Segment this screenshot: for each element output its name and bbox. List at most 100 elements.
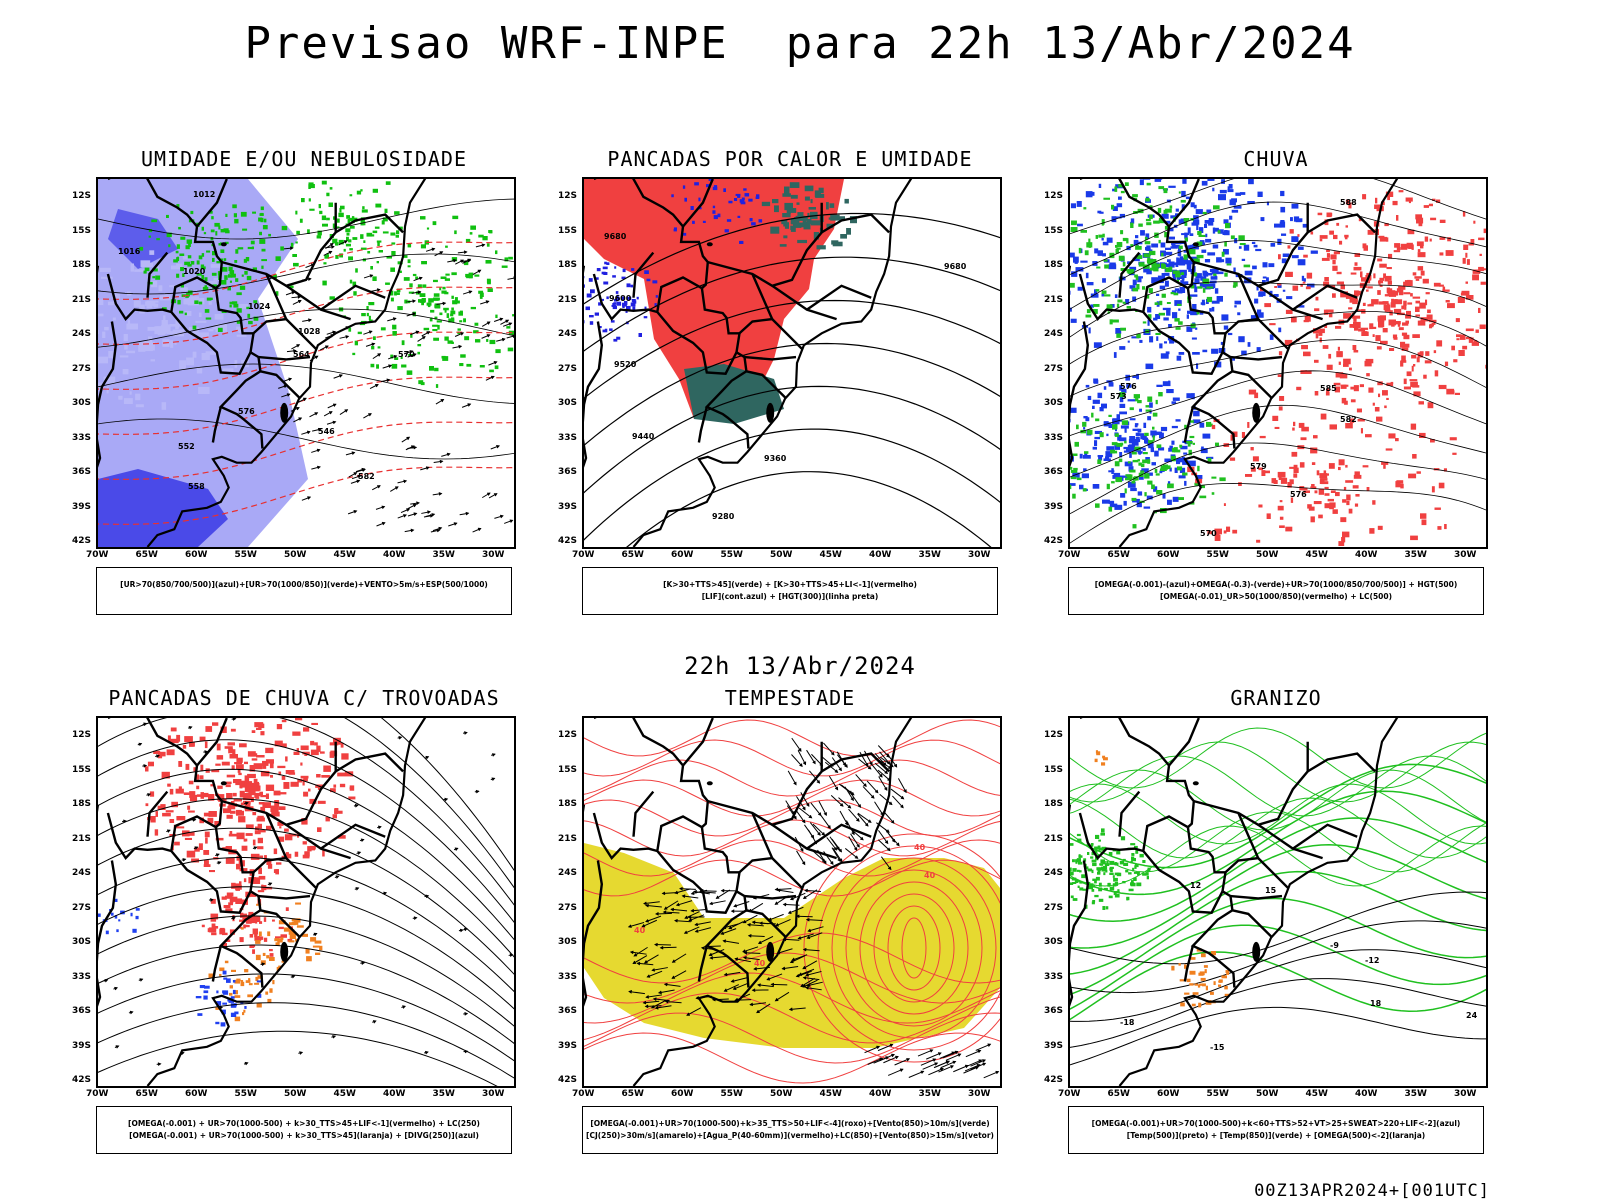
instability-cell [797,240,807,243]
streamline [98,1031,514,1086]
streamline-arrow [262,963,265,966]
rain-area [1258,505,1262,508]
low-level-humidity [367,313,369,316]
humidity-cell [126,351,135,354]
omega-area [1146,364,1154,370]
strong-omega-area [1177,466,1182,470]
thunderstorm-area [263,763,267,769]
strong-omega-area [1174,293,1179,296]
omega-500-area [1103,757,1108,760]
low-level-humidity [379,250,383,253]
instability-cell [811,220,820,225]
omega-area [1120,493,1125,498]
rain-area [1318,515,1323,519]
legend-chuva: [OMEGA(-0.001)-(azul)+OMEGA(-0.3)-(verde… [1068,567,1484,615]
low-level-humidity [362,206,364,209]
rain-area [1415,307,1420,312]
low-level-humidity [400,271,402,273]
omega-area [1271,243,1276,247]
low-level-humidity [197,260,200,264]
strong-omega-area [1087,309,1091,313]
thunderstorm-area [254,795,258,798]
lat-tick-label: 24S [558,329,577,339]
contour-label: 1012 [193,190,215,199]
rain-area [1382,390,1388,395]
omega-area [1278,328,1281,333]
rain-area [1321,414,1327,420]
instability-cell [770,227,779,234]
omega-area [1231,198,1237,202]
rain-area [1311,484,1315,487]
strong-omega-area [1132,194,1138,197]
lon-tick-label: 65W [622,550,644,560]
shower-area [267,931,270,936]
humidity-cell [150,301,158,303]
rain-area [1456,334,1461,337]
lon-tick-label: 65W [136,1089,158,1099]
thunderstorm-area [236,811,244,816]
lon-tick-label: 40W [869,1089,891,1099]
rain-area [1386,398,1389,400]
rain-area [1329,314,1333,318]
low-level-humidity [391,298,394,302]
low-level-humidity [420,216,426,219]
rain-area [1455,393,1460,395]
strong-omega-area [1127,306,1131,309]
low-level-humidity [363,240,365,243]
rain-area [1293,422,1295,426]
divergence-area [223,971,227,975]
contour-label: 1024 [248,302,271,311]
lif-contour [737,194,740,198]
omega-area [1166,310,1170,316]
low-level-humidity [235,278,238,282]
rain-area [1388,290,1396,295]
thunderstorm-area [286,770,295,774]
low-level-humidity [506,326,510,329]
thunderstorm-area [230,754,239,759]
omega-area [1187,264,1191,269]
temp-850-line [1071,896,1074,899]
strong-omega-area [1070,485,1071,489]
contour-label: 40 [914,843,926,852]
lon-tick-label: 45W [1306,1089,1328,1099]
omega-area [1238,336,1244,342]
lat-tick-label: 30S [558,937,577,947]
rain-area [1232,530,1237,534]
humidity-cell [179,360,186,369]
low-level-humidity [179,311,183,314]
rain-area [1360,384,1364,387]
omega-area [1138,491,1142,495]
omega-area [1176,209,1179,212]
panel-title: PANCADAS POR CALOR E UMIDADE [555,147,1025,171]
low-level-humidity [224,258,227,261]
divergence-area [204,990,209,993]
low-level-humidity [478,291,483,294]
rain-area [1320,235,1328,239]
rain-area [1413,272,1417,275]
rain-area [1420,351,1424,355]
rain-area [1264,303,1271,307]
wind-vector [469,291,472,294]
humidity-cell [198,387,210,394]
low-level-humidity [259,239,265,244]
low-level-humidity [252,212,256,214]
divergence-area [203,996,207,1000]
rain-area [1326,473,1329,475]
thunderstorm-area [244,762,248,764]
thunderstorm-area [269,949,273,951]
streamline-arrow [358,852,361,855]
low-level-humidity [259,232,262,235]
rain-area [1413,391,1420,396]
low-level-humidity [240,286,245,290]
thunderstorm-area [176,826,184,828]
low-level-humidity [151,219,157,222]
lat-tick-label: 18S [72,260,91,270]
border-line [286,858,316,888]
thunderstorm-area [310,741,314,745]
low-level-humidity [218,226,220,230]
rain-area [1407,302,1412,304]
divergence-area [223,990,228,994]
omega-area [1255,249,1261,251]
